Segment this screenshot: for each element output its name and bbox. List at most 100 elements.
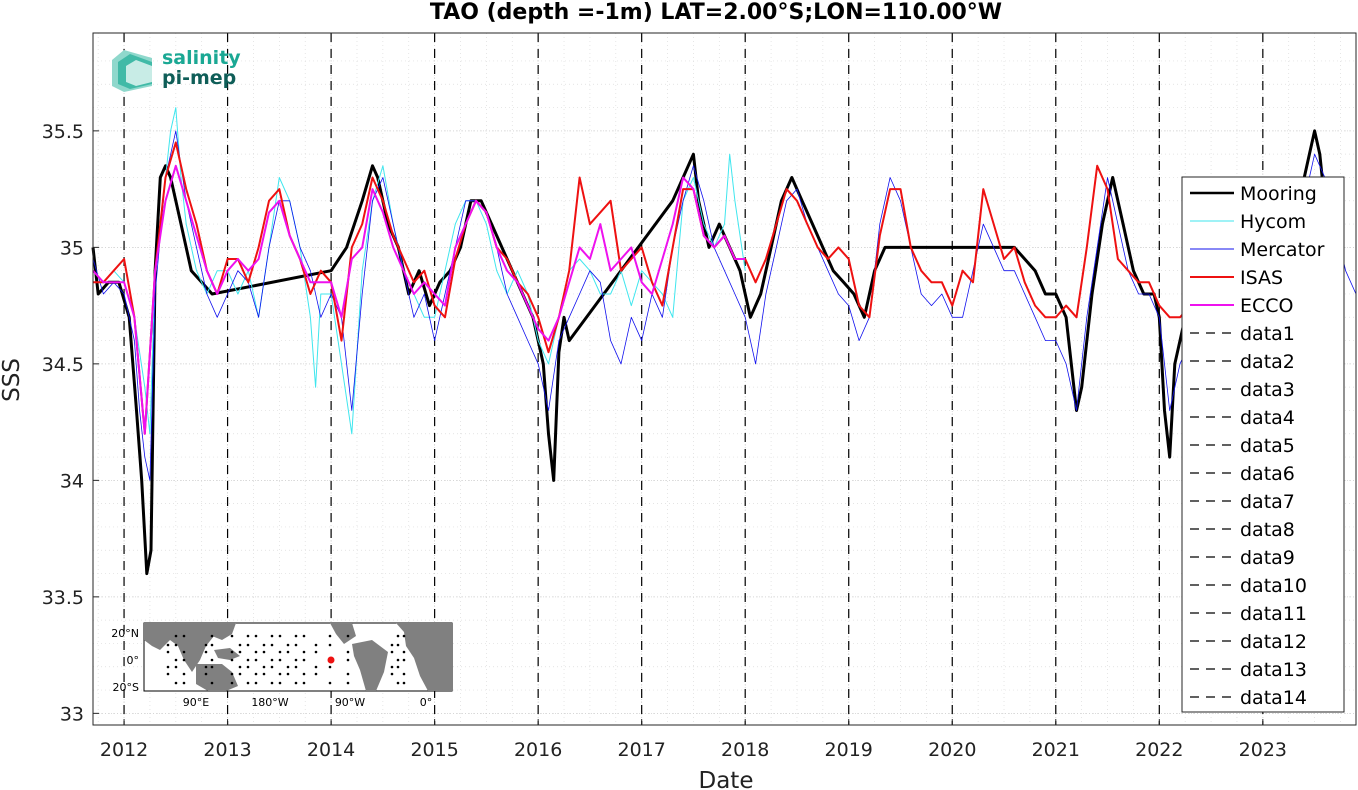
plot-frame [92,32,1357,726]
series-line-isas [93,141,1192,435]
station-dot [396,658,400,662]
station-dot [204,643,208,647]
station-dot [166,643,170,647]
legend-label-data7: data7 [1240,491,1295,513]
x-tick-label: 2021 [1032,739,1080,761]
station-dot [246,665,250,669]
station-dot [230,634,234,638]
station-dot [238,672,242,676]
inset-map-land [144,623,452,691]
station-dot [346,658,350,662]
y-tick-label: 35.5 [42,121,84,143]
station-dot [302,658,306,662]
inset-map-stations [166,634,406,685]
station-dot [174,681,178,685]
chart-title: TAO (depth =-1m) LAT=2.00°S;LON=110.00°W [430,0,1002,25]
station-dot [402,681,406,685]
station-dot [174,643,178,647]
station-dot [270,665,274,669]
station-dot [396,634,400,638]
station-dot [246,643,250,647]
legend-label-hycom: Hycom [1240,211,1306,233]
map-lat-label-20n: 20°N [111,627,139,640]
station-dot [270,658,274,662]
station-dot [246,634,250,638]
station-dot [210,658,214,662]
station-dot [262,643,266,647]
station-dot [262,665,266,669]
station-dot [246,681,250,685]
y-tick-label: 33.5 [42,587,84,609]
legend-label-data9: data9 [1240,547,1295,569]
station-dot [286,650,290,654]
y-axis: 33 33.5 34 34.5 35 35.5 [42,121,99,725]
station-dot [238,650,242,654]
station-dot [254,634,258,638]
station-dot [302,681,306,685]
station-dot [166,672,170,676]
station-dot [254,681,258,685]
station-dot [182,650,186,654]
legend-label-mooring: Mooring [1240,183,1317,205]
series-group [91,107,1357,576]
station-dot [278,650,282,654]
x-tick-label: 2019 [825,739,873,761]
legend-label-data10: data10 [1240,575,1307,597]
station-dot [390,650,394,654]
station-dot [270,634,274,638]
station-dot [238,665,242,669]
map-lon-label-90w: 90°W [335,696,365,709]
y-tick-label: 35 [60,237,84,259]
station-dot [346,672,350,676]
station-dot [230,681,234,685]
station-dot [390,643,394,647]
legend-label-ecco: ECCO [1240,295,1294,317]
x-tick-label: 2022 [1135,739,1183,761]
map-lon-label-0: 0° [420,696,433,709]
station-dot [294,681,298,685]
station-dot [314,650,318,654]
station-dot [230,650,234,654]
station-dot [346,650,350,654]
station-dot [182,634,186,638]
map-lon-label-90e: 90°E [183,696,209,709]
station-dot [210,665,214,669]
legend-label-data12: data12 [1240,631,1307,653]
station-dot [402,650,406,654]
station-dot [204,650,208,654]
x-tick-label: 2017 [618,739,666,761]
station-dot [238,643,242,647]
legend-label-data2: data2 [1240,351,1295,373]
legend-label-data6: data6 [1240,463,1295,485]
station-dot [204,665,208,669]
station-dot [262,650,266,654]
station-dot [328,681,332,685]
station-dot [270,681,274,685]
legend-label-mercator: Mercator [1240,239,1325,261]
station-dot [346,681,350,685]
y-axis-label: SSS [0,358,25,402]
x-tick-label: 2015 [410,739,458,761]
legend-label-isas: ISAS [1240,267,1283,289]
station-dot [314,665,318,669]
station-dot [396,643,400,647]
station-dot [166,665,170,669]
station-dot [182,672,186,676]
station-dot [294,634,298,638]
station-dot [254,650,258,654]
station-dot [204,672,208,676]
station-dot [294,643,298,647]
station-dot [402,634,406,638]
legend-label-data1: data1 [1240,323,1295,345]
x-tick-label: 2018 [721,739,769,761]
legend-label-data14: data14 [1240,687,1307,709]
station-dot [328,643,332,647]
x-axis: 2012 2013 2014 2015 2016 2017 2018 2019 2020 2021… [100,719,1287,761]
station-dot [314,672,318,676]
station-dot [396,681,400,685]
x-tick-label: 2013 [203,739,251,761]
station-dot [390,672,394,676]
station-dot [328,634,332,638]
station-dot [230,672,234,676]
